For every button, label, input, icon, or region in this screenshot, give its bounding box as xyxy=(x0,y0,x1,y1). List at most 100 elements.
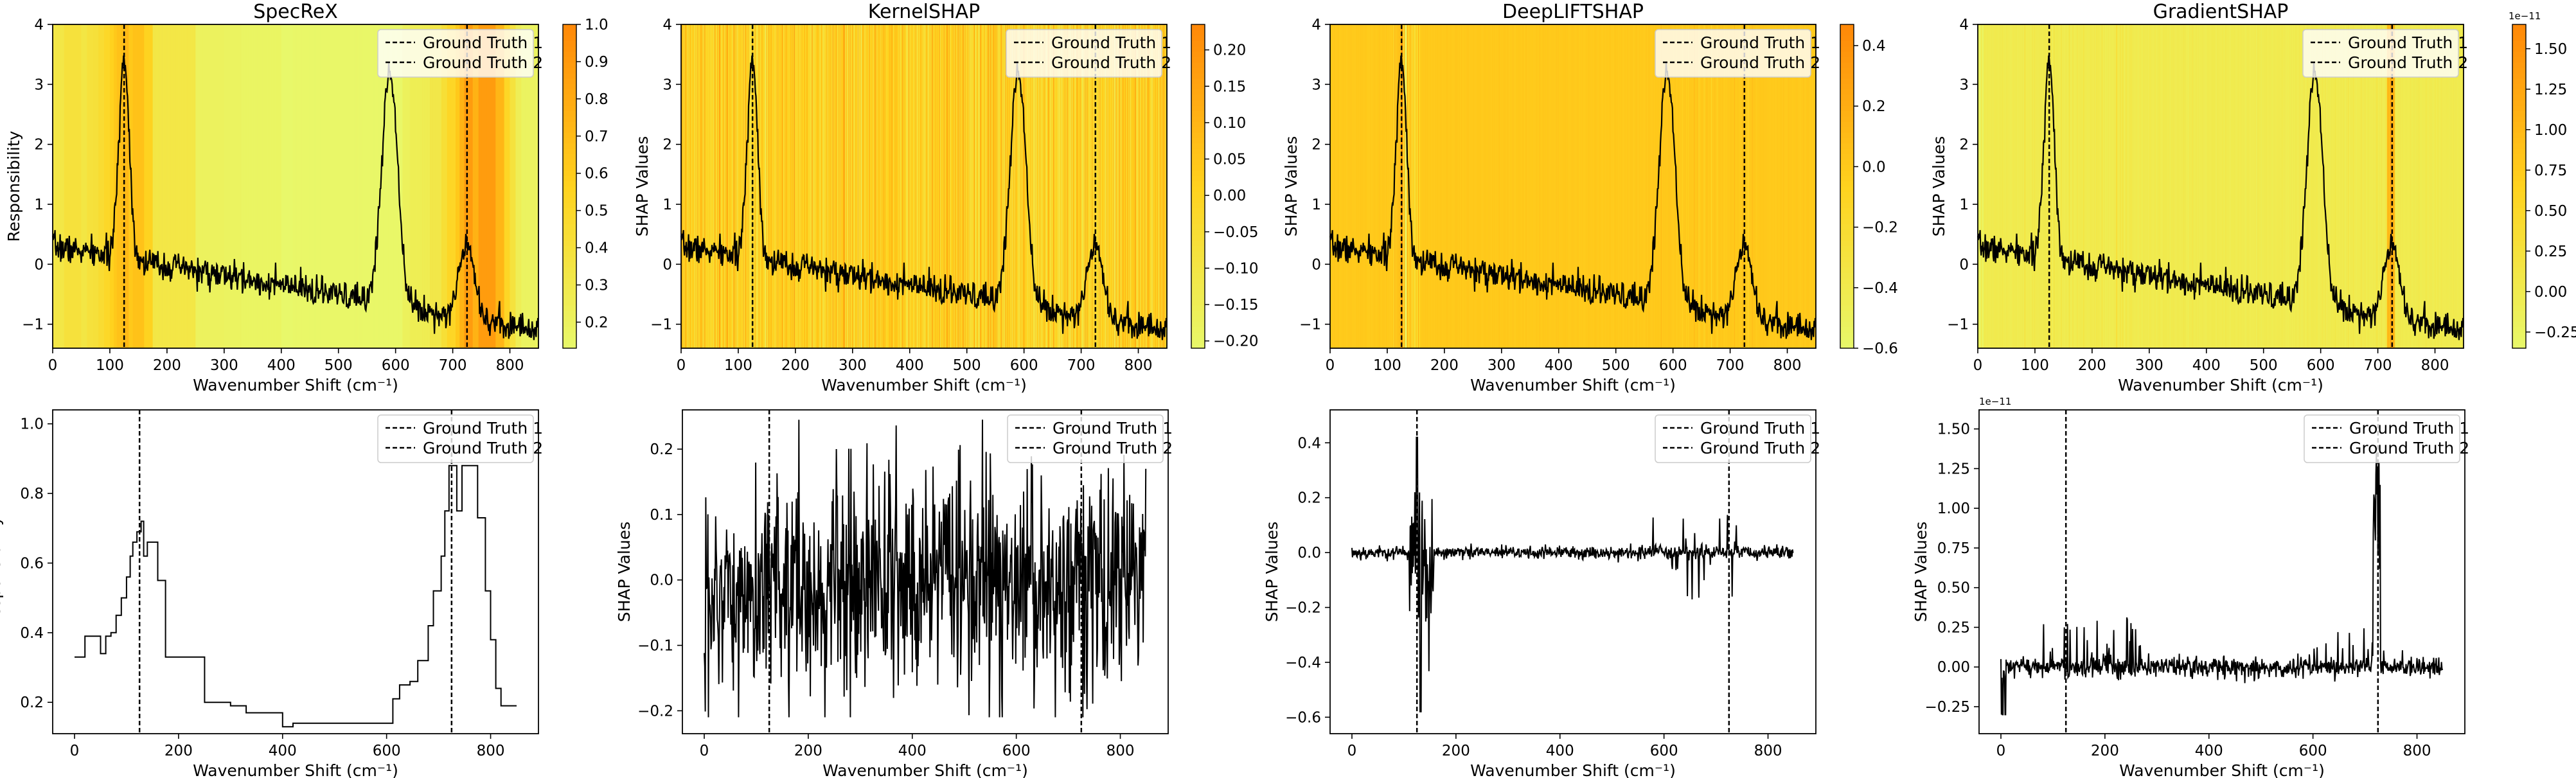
kernelshap-heat-heat-cell xyxy=(978,24,979,348)
gradientshap-heat-heat-cell xyxy=(2176,24,2178,348)
deepliftshap-heat-heat-cell xyxy=(1595,24,1597,348)
specrex-heat-heat-cell xyxy=(60,24,62,348)
gradientshap-heat-heat-cell xyxy=(2456,24,2458,348)
kernelshap-heat-ytick-label: 4 xyxy=(662,17,672,33)
gradientshap-line-legend-box xyxy=(2304,414,2460,463)
deepliftshap-heat-heat-cell xyxy=(1416,24,1417,348)
specrex-heat-heat-cell xyxy=(155,24,157,348)
specrex-heat-heat-cell xyxy=(188,24,190,348)
gradientshap-heat-heat-cell xyxy=(2036,24,2038,348)
specrex-heat-heat-cell xyxy=(519,24,520,348)
specrex-heat-heat-cell xyxy=(416,24,418,348)
kernelshap-heat-colorbar-cell xyxy=(1191,78,1205,84)
kernelshap-heat-heat-cell xyxy=(779,24,781,348)
specrex-heat-heat-cell xyxy=(105,24,107,348)
specrex-heat-heat-cell xyxy=(236,24,238,348)
kernelshap-heat-heat-cell xyxy=(738,24,740,348)
gradientshap-heat-heat-cell xyxy=(2375,24,2376,348)
gradientshap-heat-heat-cell xyxy=(2188,24,2189,348)
deepliftshap-heat-heat-cell xyxy=(1604,24,1606,348)
specrex-heat-colorbar-cell xyxy=(563,57,576,63)
deepliftshap-heat-heat-cell xyxy=(1767,24,1768,348)
gradientshap-heat-heat-cell xyxy=(2089,24,2090,348)
gradientshap-heat-heat-cell xyxy=(2254,24,2255,348)
gradientshap-heat-heat-cell xyxy=(2318,24,2320,348)
deepliftshap-line-ytick-label: 0.2 xyxy=(1297,490,1321,507)
specrex-heat-heat-cell xyxy=(252,24,253,348)
kernelshap-heat-legend-label-2: Ground Truth 2 xyxy=(1051,53,1171,72)
kernelshap-heat-heat-cell xyxy=(1109,24,1110,348)
specrex-heat-heat-cell xyxy=(449,24,450,348)
gradientshap-heat-heat-cell xyxy=(2350,24,2352,348)
gradientshap-heat-heat-cell xyxy=(2135,24,2136,348)
specrex-heat-heat-cell xyxy=(533,24,535,348)
deepliftshap-heat-heat-cell xyxy=(1351,24,1353,348)
specrex-heat-heat-cell xyxy=(522,24,524,348)
kernelshap-heat-heat-cell xyxy=(686,24,688,348)
deepliftshap-heat-colorbar-cell xyxy=(1840,191,1854,198)
specrex-heat-heat-cell xyxy=(381,24,382,348)
deepliftshap-heat-heat-cell xyxy=(1358,24,1360,348)
deepliftshap-heat-heat-cell xyxy=(1784,24,1786,348)
gradientshap-heat-heat-cell xyxy=(1998,24,2000,348)
specrex-heat-ytick-label: 0 xyxy=(34,256,44,273)
gradientshap-heat-heat-cell xyxy=(2392,24,2394,348)
gradientshap-heat-heat-cell xyxy=(2077,24,2079,348)
specrex-heat-heat-cell xyxy=(85,24,87,348)
gradientshap-heat-heat-cell xyxy=(2014,24,2016,348)
gradientshap-heat-heat-cell xyxy=(2433,24,2435,348)
gradientshap-heat-heat-cell xyxy=(2169,24,2171,348)
specrex-heat-colorbar-cell xyxy=(563,94,576,101)
specrex-heat-heat-cell xyxy=(508,24,510,348)
deepliftshap-heat-heat-cell xyxy=(1630,24,1631,348)
deepliftshap-heat-heat-cell xyxy=(1809,24,1811,348)
deepliftshap-heat-heat-cell xyxy=(1734,24,1736,348)
deepliftshap-heat-colorbar-cell xyxy=(1840,46,1854,52)
gradientshap-heat-heat-cell xyxy=(2272,24,2273,348)
specrex-heat-colorbar-cell xyxy=(563,143,576,149)
deepliftshap-heat-heat-cell xyxy=(1383,24,1385,348)
kernelshap-heat-heat-cell xyxy=(685,24,686,348)
deepliftshap-heat-colorbar-cell xyxy=(1840,143,1854,149)
gradientshap-heat-heat-cell xyxy=(2060,24,2061,348)
deepliftshap-heat-heat-cell xyxy=(1700,24,1701,348)
kernelshap-heat-heat-cell xyxy=(713,24,715,348)
deepliftshap-heat-heat-cell xyxy=(1347,24,1349,348)
gradientshap-heat-colorbar-cell xyxy=(2512,57,2526,63)
specrex-heat-heat-cell xyxy=(321,24,323,348)
kernelshap-heat-heat-cell xyxy=(1011,24,1013,348)
kernelshap-heat-heat-cell xyxy=(1096,24,1097,348)
kernelshap-heat-heat-cell xyxy=(1149,24,1150,348)
gradientshap-heat-heat-cell xyxy=(2245,24,2246,348)
specrex-heat-heat-cell xyxy=(112,24,113,348)
kernelshap-heat-heat-cell xyxy=(693,24,695,348)
specrex-heat-heat-cell xyxy=(490,24,492,348)
deepliftshap-heat-heat-cell xyxy=(1697,24,1698,348)
deepliftshap-line-ytick-label: −0.2 xyxy=(1285,600,1321,617)
deepliftshap-heat-heat-cell xyxy=(1606,24,1608,348)
kernelshap-heat-heat-cell xyxy=(906,24,907,348)
deepliftshap-heat-xtick-label: 600 xyxy=(1659,357,1687,374)
kernelshap-heat-heat-cell xyxy=(817,24,819,348)
deepliftshap-heat-heat-cell xyxy=(1793,24,1795,348)
deepliftshap-heat-ytick-label: 0 xyxy=(1311,256,1321,273)
specrex-heat-colorbar-cell xyxy=(563,326,576,333)
deepliftshap-heat-colorbar-cell xyxy=(1840,62,1854,68)
kernelshap-heat-heat-cell xyxy=(912,24,914,348)
specrex-line-ytick-label: 0.2 xyxy=(20,694,44,711)
gradientshap-heat-heat-cell xyxy=(2156,24,2157,348)
specrex-heat-heat-cell xyxy=(389,24,391,348)
deepliftshap-line-xlabel: Wavenumber Shift (cm⁻¹) xyxy=(1470,761,1676,778)
deepliftshap-heat-heat-cell xyxy=(1450,24,1452,348)
specrex-heat-heat-cell xyxy=(245,24,247,348)
kernelshap-heat-heat-cell xyxy=(799,24,801,348)
kernelshap-line-legend-label-1: Ground Truth 1 xyxy=(1053,419,1173,438)
gradientshap-heat-heat-cell xyxy=(2309,24,2311,348)
gradientshap-heat-heat-cell xyxy=(2135,24,2136,348)
specrex-heat-heat-cell xyxy=(285,24,287,348)
specrex-heat-heat-cell xyxy=(362,24,364,348)
deepliftshap-heat-heat-cell xyxy=(1777,24,1779,348)
kernelshap-heat-heat-cell xyxy=(986,24,988,348)
specrex-heat-heat-cell xyxy=(407,24,409,348)
specrex-heat-heat-cell xyxy=(80,24,82,348)
